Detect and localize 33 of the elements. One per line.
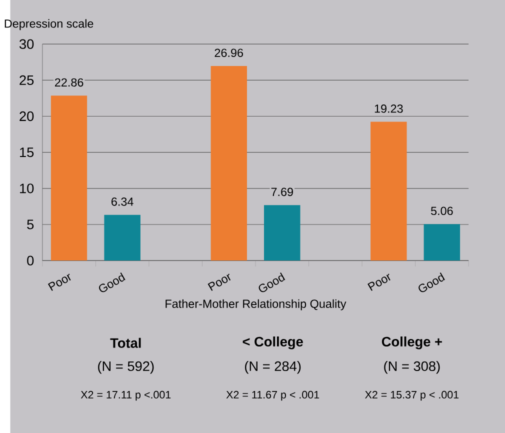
y-axis-title: Depression scale <box>4 19 94 30</box>
text: X2 = 15.37 p < .001 <box>365 390 459 401</box>
y-tick-label: 0 <box>27 256 34 266</box>
data-label: 19.23 <box>374 104 403 113</box>
data-label: 5.06 <box>431 206 453 216</box>
y-tick-label: 20 <box>20 111 34 122</box>
data-label: 7.69 <box>271 188 293 196</box>
data-label: 26.96 <box>214 48 243 58</box>
bar <box>104 214 140 261</box>
y-tick-label: 25 <box>20 75 34 86</box>
text: (N = 284) <box>245 361 301 374</box>
text: X2 = 11.67 p < .001 <box>226 390 320 401</box>
data-label: 22.86 <box>54 78 84 87</box>
data-label: 6.34 <box>112 198 134 206</box>
bar <box>50 96 88 261</box>
bar <box>370 122 407 261</box>
bar <box>264 205 300 261</box>
y-tick-label: 5 <box>27 220 34 230</box>
y-tick-label: 10 <box>20 184 34 194</box>
text: Total <box>110 338 141 348</box>
text: (N = 308) <box>384 361 440 374</box>
text: < College <box>242 336 303 350</box>
text: (N = 592) <box>98 361 154 374</box>
x-tick-label: Poor <box>368 274 390 291</box>
bar <box>210 66 247 261</box>
x-tick-label: Poor <box>208 274 231 291</box>
y-tick-label: 30 <box>19 39 34 49</box>
x-tick-label: Poor <box>48 274 71 291</box>
text: College + <box>382 336 442 350</box>
x-axis-title: Father-Mother Relationship Quality <box>166 299 346 310</box>
text: X2 = 17.11 p <.001 <box>80 390 171 401</box>
y-tick-label: 15 <box>20 148 34 158</box>
bar <box>424 224 460 261</box>
